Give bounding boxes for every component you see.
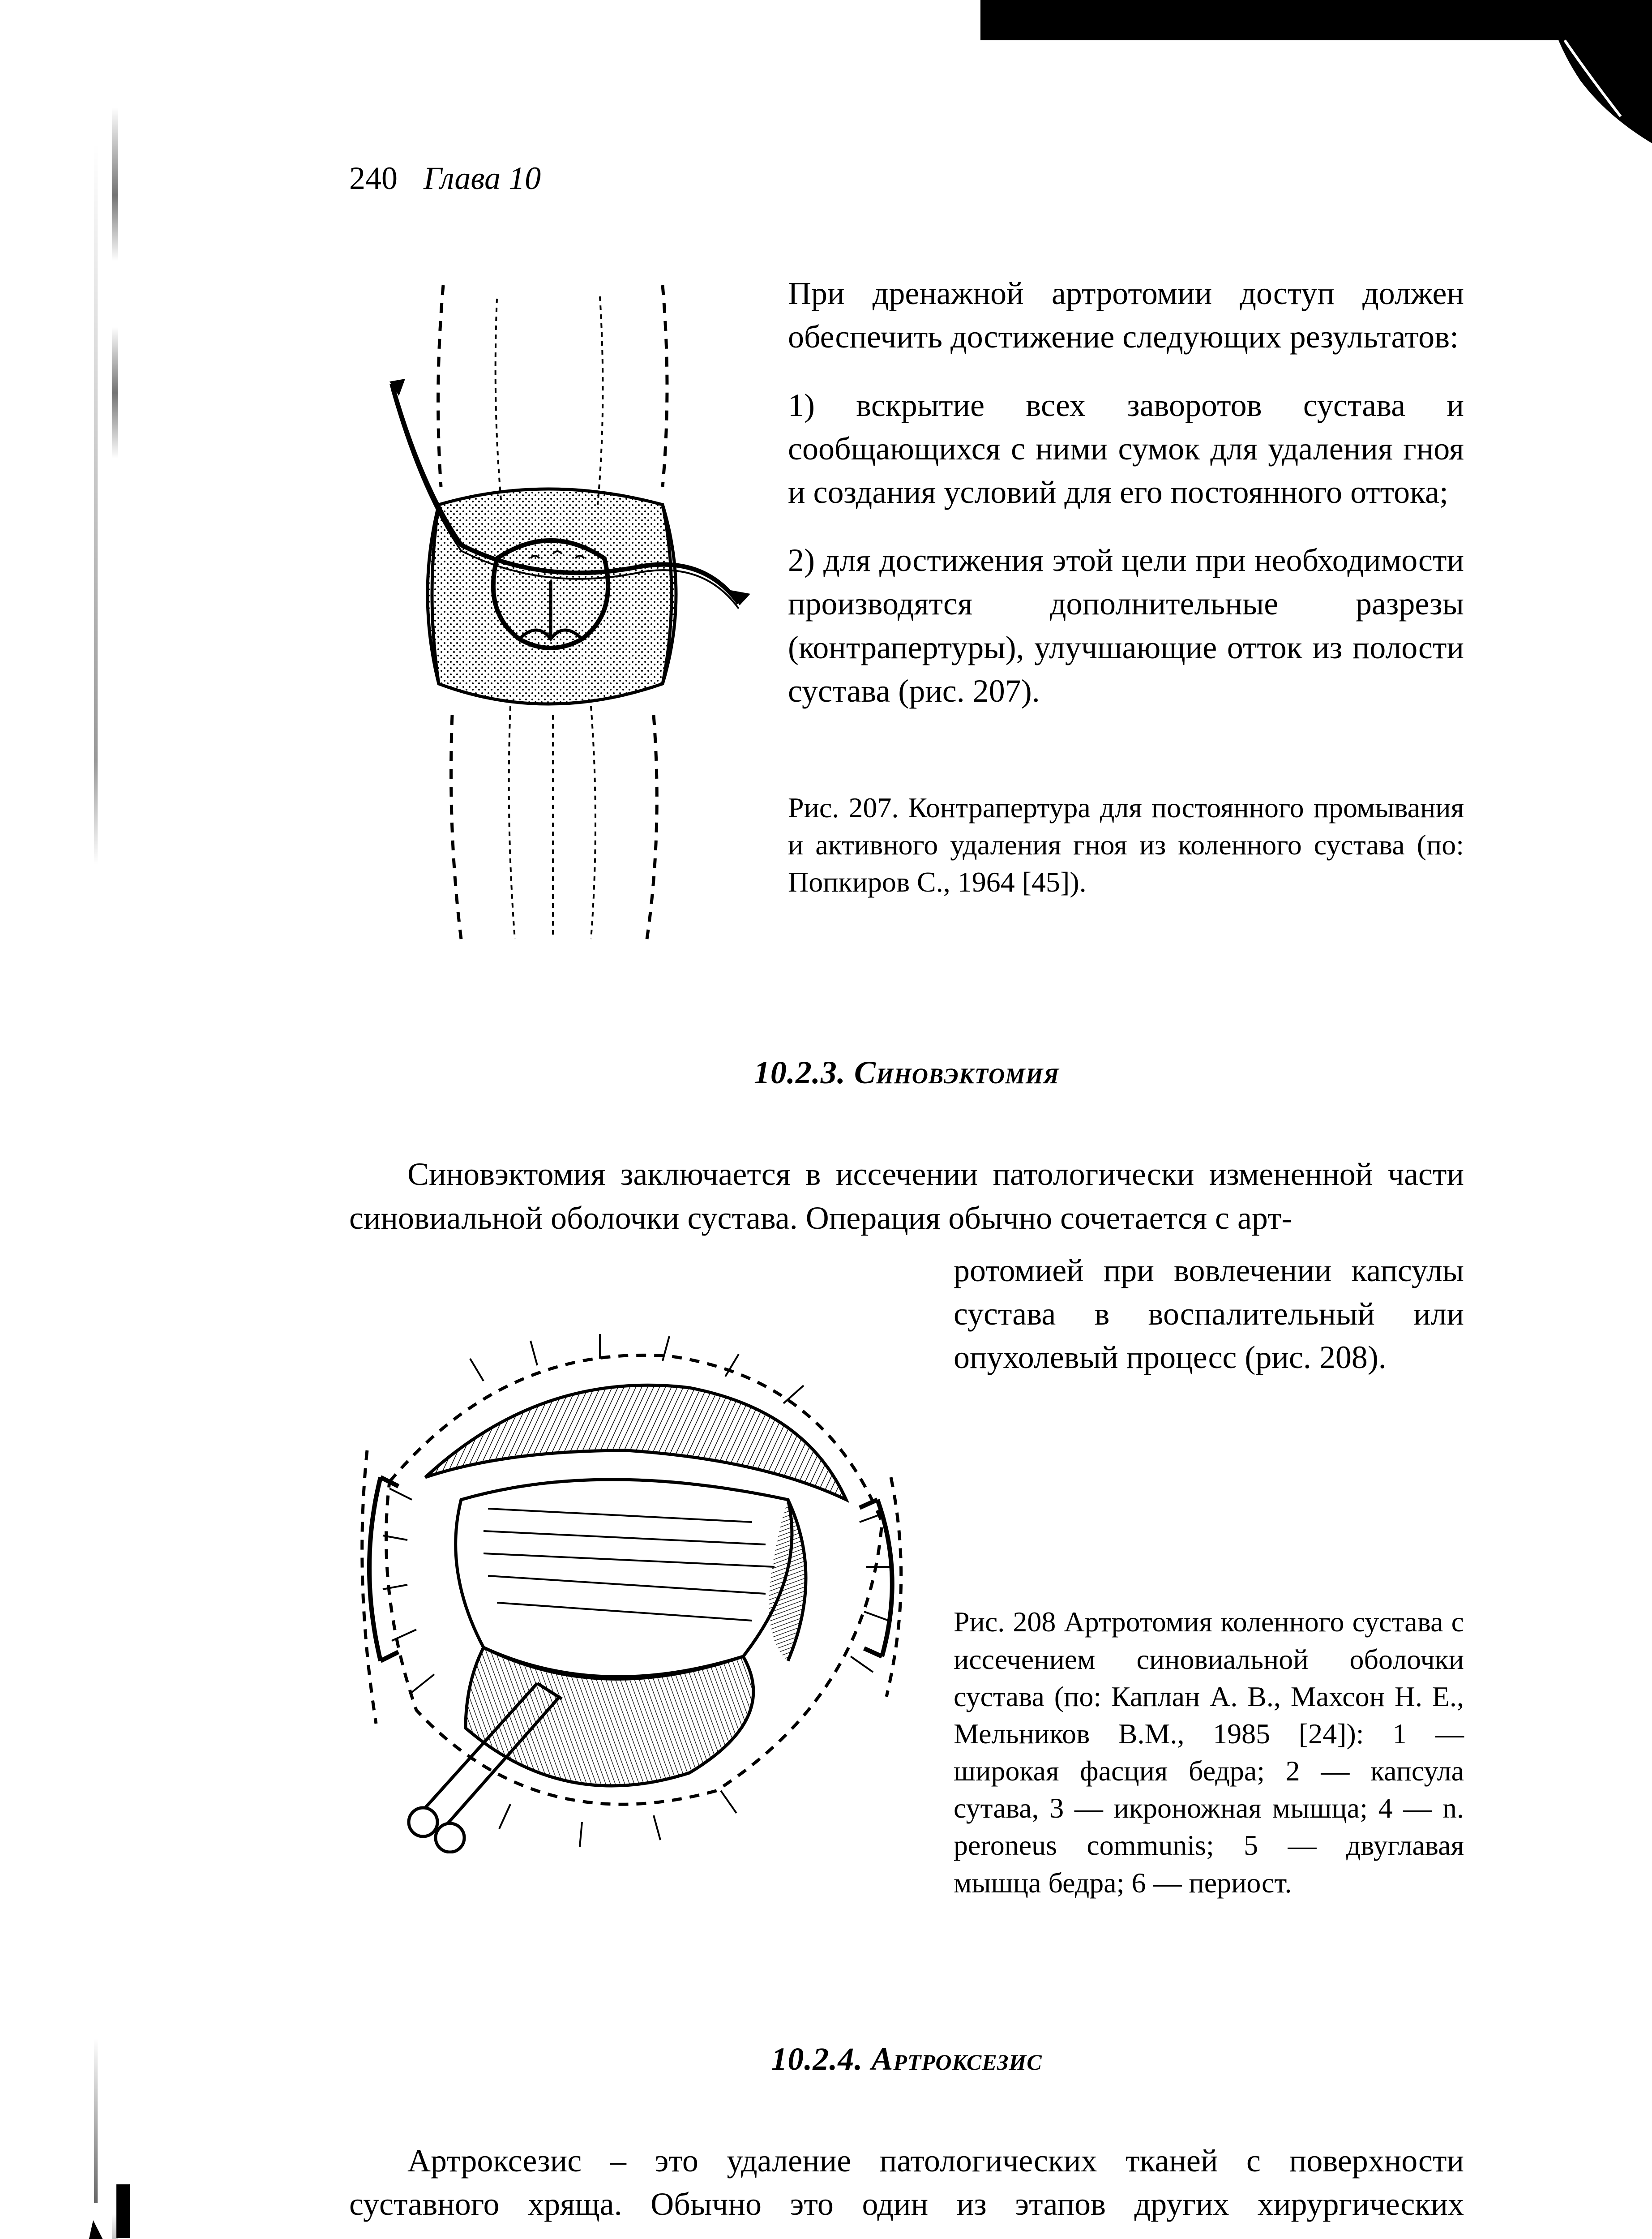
section-heading-10-2-3: 10.2.3. Синовэктомия (349, 1051, 1464, 1094)
scan-artifact-spine (112, 107, 118, 2239)
figure-208-caption: Рис. 208 Артротомия коленного сустава с … (954, 1603, 1464, 1901)
chapter-title: Глава 10 (424, 160, 541, 196)
page: 240 Глава 10 (0, 0, 1652, 2239)
scan-artifact-spine-2 (94, 143, 98, 2203)
scan-artifact-page-corner (1554, 27, 1652, 143)
intro-paragraph: При дренажной артротомии доступ должен о… (788, 272, 1464, 359)
section-number: 10.2.4. (771, 2041, 863, 2077)
synovectomy-wrap-paragraph: ротомией при вовлечении капсулы сустава … (954, 1249, 1464, 1380)
synovectomy-lead-paragraph: Синовэктомия заключается в иссечении пат… (349, 1153, 1464, 1240)
intro-item-1: 1) вскрытие всех заворотов сустава и соо… (788, 384, 1464, 515)
scan-artifact-bottom-wedge-2 (116, 2184, 130, 2238)
figure-208-illustration (349, 1289, 913, 1853)
scan-artifact-top-bar (980, 0, 1652, 40)
column-right-207: При дренажной артротомии доступ должен о… (788, 272, 1464, 929)
intro-item-2: 2) для достижения этой цели при необходи… (788, 539, 1464, 713)
page-number: 240 (349, 160, 398, 196)
section-number: 10.2.3. (754, 1055, 846, 1090)
scan-artifact-bottom-wedge (72, 2220, 143, 2239)
block-fig207: При дренажной артротомии доступ должен о… (349, 272, 1464, 944)
column-right-208: ротомией при вовлечении капсулы сустава … (954, 1249, 1464, 1930)
block-fig208: ротомией при вовлечении капсулы сустава … (349, 1249, 1464, 1930)
section-title: Синовэктомия (854, 1055, 1059, 1090)
section-title: Артроксезис (871, 2041, 1042, 2077)
running-head: 240 Глава 10 (349, 157, 1464, 200)
figure-207-illustration (349, 272, 752, 944)
arthroxesis-paragraph: Артроксезис – это удаление патологически… (349, 2139, 1464, 2239)
figure-207-caption: Рис. 207. Контрапертура для постоянного … (788, 789, 1464, 901)
section-heading-10-2-4: 10.2.4. Артроксезис (349, 2037, 1464, 2081)
